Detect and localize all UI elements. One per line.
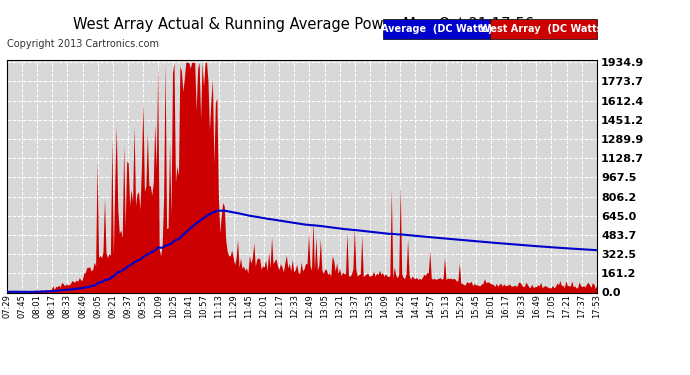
- Text: West Array Actual & Running Average Power Mon Oct 21 17:56: West Array Actual & Running Average Powe…: [73, 17, 534, 32]
- Text: Average  (DC Watts): Average (DC Watts): [381, 24, 492, 34]
- Text: West Array  (DC Watts): West Array (DC Watts): [480, 24, 607, 34]
- Text: Copyright 2013 Cartronics.com: Copyright 2013 Cartronics.com: [7, 39, 159, 50]
